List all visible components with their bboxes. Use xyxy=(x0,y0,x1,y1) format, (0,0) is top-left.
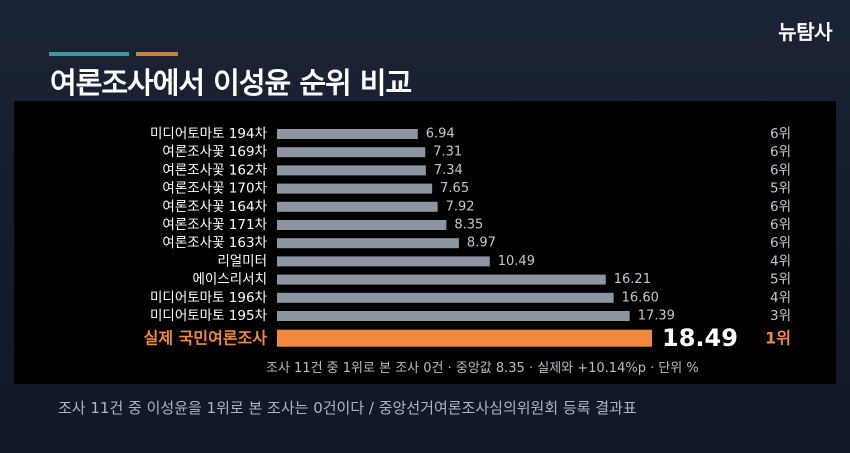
rank-label: 6위 xyxy=(770,144,791,160)
rank-label: 6위 xyxy=(770,162,791,178)
title-accent-teal xyxy=(49,52,129,56)
value-label: 7.34 xyxy=(434,163,463,178)
rank-label: 6위 xyxy=(770,217,791,233)
category-label: 여론조사꽃 171차 xyxy=(162,217,267,233)
value-label: 8.97 xyxy=(467,236,496,251)
bar xyxy=(277,238,459,249)
category-label: 여론조사꽃 169차 xyxy=(162,144,267,160)
rank-label: 4위 xyxy=(770,290,791,306)
value-label: 7.65 xyxy=(440,181,469,196)
category-label: 미디어토마토 194차 xyxy=(150,126,268,142)
rank-label: 6위 xyxy=(770,235,791,251)
rank-label: 6위 xyxy=(770,199,791,215)
bar xyxy=(277,147,426,158)
category-label: 미디어토마토 196차 xyxy=(150,290,268,306)
value-label: 7.31 xyxy=(433,145,462,160)
source-caption: 조사 11건 중 이성윤을 1위로 본 조사는 0건이다 / 중앙선거여론조사심… xyxy=(58,399,637,417)
value-label: 7.92 xyxy=(446,199,475,214)
rank-label: 3위 xyxy=(770,308,791,324)
value-label: 18.49 xyxy=(662,324,738,352)
rank-label: 5위 xyxy=(770,272,791,288)
value-label: 8.35 xyxy=(454,218,483,233)
category-label: 에이스리서치 xyxy=(192,272,267,288)
category-label: 여론조사꽃 163차 xyxy=(162,235,267,251)
bar-highlight xyxy=(277,329,652,347)
bar xyxy=(277,292,614,303)
category-label: 미디어토마토 195차 xyxy=(150,308,268,324)
value-label: 16.60 xyxy=(622,290,659,305)
bar xyxy=(277,220,447,230)
value-label: 10.49 xyxy=(498,254,535,269)
category-label: 리얼미터 xyxy=(217,253,267,269)
category-label: 여론조사꽃 164차 xyxy=(162,199,267,215)
value-label: 17.39 xyxy=(638,309,675,324)
rank-label: 1위 xyxy=(765,329,791,348)
bar xyxy=(277,256,490,267)
category-label: 여론조사꽃 170차 xyxy=(162,181,267,197)
rank-label: 4위 xyxy=(770,253,791,269)
category-label: 여론조사꽃 162차 xyxy=(162,162,267,178)
rank-label: 6위 xyxy=(770,126,791,142)
title-accent-orange xyxy=(136,52,178,56)
bar xyxy=(277,165,426,176)
bar xyxy=(277,311,630,321)
bar xyxy=(277,183,433,194)
brand-logo: 뉴탐사 xyxy=(778,20,832,44)
chart-panel: 미디어토마토 194차 6.94 6위 여론조사꽃 169차 7.31 6위 여론조사꽃 1… xyxy=(14,101,836,384)
chart-footnote: 조사 11건 중 1위로 본 조사 0건 · 중앙값 8.35 · 실제와 +1… xyxy=(266,361,699,376)
rank-label: 5위 xyxy=(770,181,791,197)
category-label: 실제 국민여론조사 xyxy=(144,329,268,348)
value-label: 16.21 xyxy=(614,272,651,287)
value-label: 6.94 xyxy=(426,127,455,142)
bar xyxy=(277,274,606,285)
bar xyxy=(277,201,438,212)
bar xyxy=(277,129,418,139)
page-title: 여론조사에서 이성윤 순위 비교 xyxy=(50,66,412,100)
